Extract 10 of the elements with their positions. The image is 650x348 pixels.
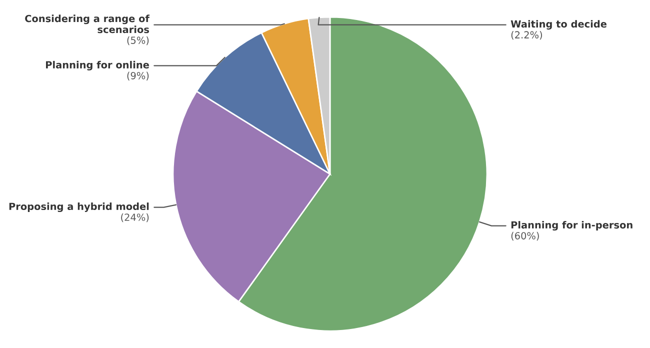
slice-label: Proposing a hybrid model	[9, 202, 149, 212]
slice-label: Planning for online	[46, 60, 149, 70]
data-label: (60%)	[511, 232, 539, 241]
data-label: (2.2%)	[511, 30, 542, 40]
data-label: (9%)	[127, 72, 149, 80]
slice-label: Considering a range of scenarios	[25, 14, 150, 34]
slice-label: Planning for in-person	[511, 221, 632, 231]
data-label: (24%)	[121, 213, 149, 222]
slice-label: Waiting to decide	[510, 20, 607, 30]
data-label: (5%)	[127, 36, 149, 46]
